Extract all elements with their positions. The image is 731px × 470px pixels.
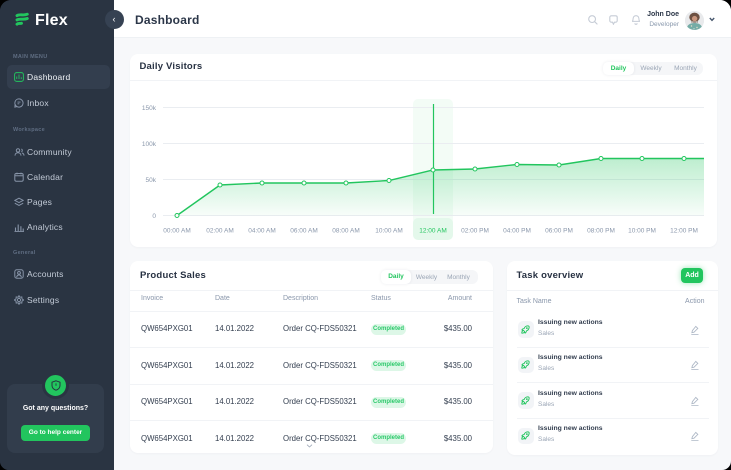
svg-text:04:00 AM: 04:00 AM bbox=[248, 227, 275, 234]
svg-text:02:00 AM: 02:00 AM bbox=[206, 227, 233, 234]
svg-text:06:00 PM: 06:00 PM bbox=[545, 227, 573, 234]
svg-text:10:00 PM: 10:00 PM bbox=[628, 227, 656, 234]
svg-text:00:00 AM: 00:00 AM bbox=[163, 227, 190, 234]
svg-text:04:00 PM: 04:00 PM bbox=[503, 227, 531, 234]
svg-text:02:00 PM: 02:00 PM bbox=[461, 227, 489, 234]
svg-text:150k: 150k bbox=[142, 105, 157, 112]
svg-text:100k: 100k bbox=[142, 141, 157, 148]
svg-text:08:00 PM: 08:00 PM bbox=[587, 227, 615, 234]
svg-text:10:00 AM: 10:00 AM bbox=[375, 227, 402, 234]
svg-text:0: 0 bbox=[152, 213, 156, 220]
svg-text:12:00 PM: 12:00 PM bbox=[670, 227, 698, 234]
svg-text:08:00 AM: 08:00 AM bbox=[332, 227, 359, 234]
svg-text:12:00 AM: 12:00 AM bbox=[419, 227, 446, 234]
svg-text:06:00 AM: 06:00 AM bbox=[290, 227, 317, 234]
svg-text:50k: 50k bbox=[146, 177, 157, 184]
